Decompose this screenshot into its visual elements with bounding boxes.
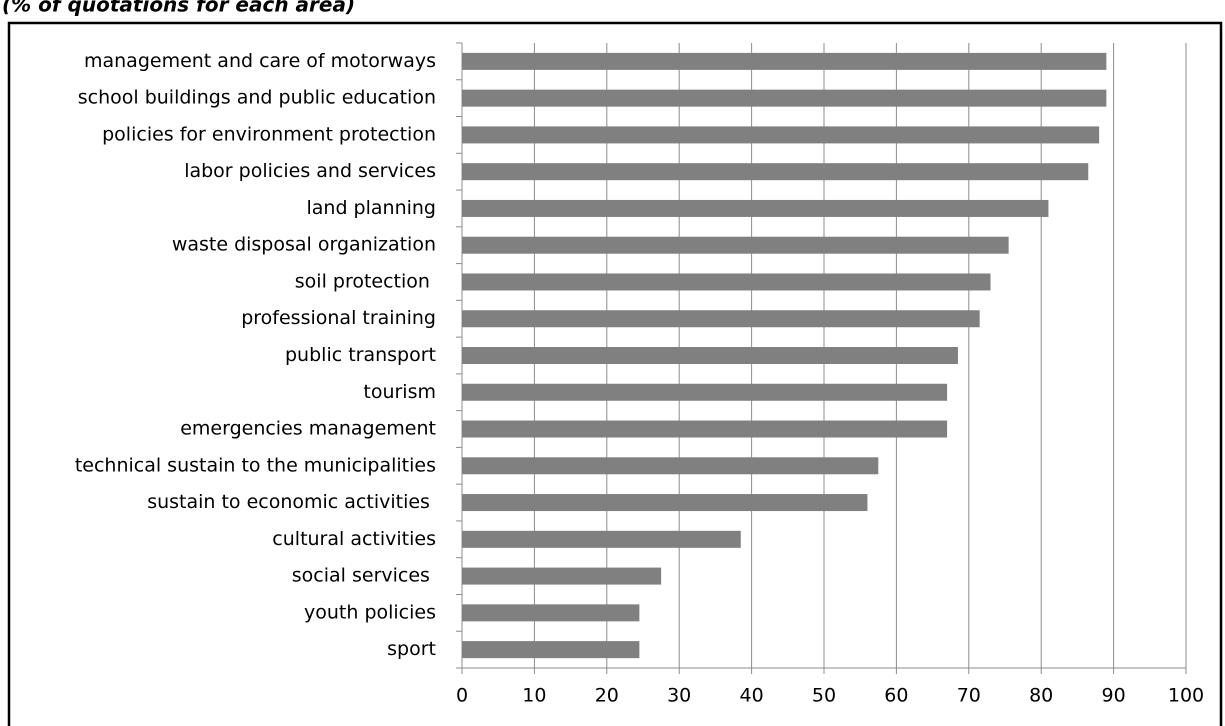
bar <box>462 457 879 475</box>
bar <box>462 494 868 512</box>
x-tick-label: 70 <box>957 685 981 707</box>
y-tick-label: school buildings and public education <box>78 87 436 109</box>
y-tick-label: land planning <box>306 197 436 219</box>
bar <box>462 52 1107 70</box>
y-tick-label: sport <box>387 638 436 660</box>
bar <box>462 383 948 401</box>
bar <box>462 236 1009 254</box>
x-tick-label: 60 <box>884 685 908 707</box>
y-tick-label: public transport <box>285 344 436 366</box>
y-tick-label: tourism <box>363 381 436 403</box>
y-tick-label: professional training <box>241 307 436 329</box>
bar <box>462 530 741 548</box>
y-tick-label: sustain to economic activities <box>147 491 436 513</box>
x-tick-label: 100 <box>1168 685 1204 707</box>
y-tick-label: management and care of motorways <box>84 50 436 72</box>
y-tick-label: policies for environment protection <box>102 123 436 145</box>
y-tick-label: cultural activities <box>272 528 436 550</box>
x-tick-label: 80 <box>1029 685 1053 707</box>
y-tick-label: youth policies <box>304 601 436 623</box>
bar <box>462 641 640 659</box>
x-tick-label: 90 <box>1102 685 1126 707</box>
y-tick-label: emergencies management <box>180 418 436 440</box>
bar <box>462 163 1089 181</box>
chart-frame <box>7 21 1223 726</box>
y-tick-label: social services <box>292 565 436 587</box>
bar <box>462 420 948 438</box>
bar <box>462 126 1100 144</box>
bar <box>462 273 991 291</box>
x-tick-label: 10 <box>522 685 546 707</box>
y-tick-label: labor policies and services <box>184 160 436 182</box>
x-tick-label: 50 <box>812 685 836 707</box>
bar <box>462 604 640 622</box>
x-tick-label: 40 <box>740 685 764 707</box>
y-tick-label: technical sustain to the municipalities <box>75 454 436 476</box>
x-tick-label: 0 <box>456 685 468 707</box>
bar <box>462 347 958 364</box>
bar <box>462 89 1107 107</box>
bar <box>462 567 662 585</box>
y-tick-label: waste disposal organization <box>172 234 436 256</box>
x-tick-label: 20 <box>595 685 619 707</box>
x-tick-label: 30 <box>667 685 691 707</box>
bar <box>462 310 980 328</box>
chart-subtitle: (% of quotations for each area) <box>2 0 355 17</box>
bar <box>462 199 1049 217</box>
y-tick-label: soil protection <box>295 270 436 292</box>
